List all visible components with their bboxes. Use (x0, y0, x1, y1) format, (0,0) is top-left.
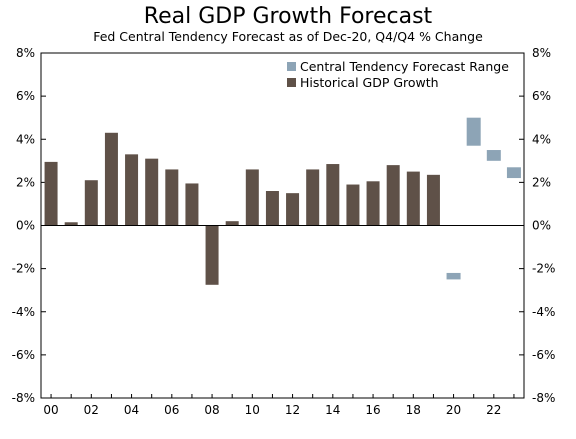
y-tick-label-right: -2% (532, 262, 555, 276)
y-tick-label-right: -8% (532, 391, 555, 405)
bar-historical (104, 132, 118, 226)
legend-label: Historical GDP Growth (300, 75, 439, 90)
bar-historical (326, 164, 340, 226)
bar-historical (286, 193, 300, 226)
bar-historical (245, 169, 259, 226)
y-tick-label-left: -2% (12, 262, 35, 276)
y-tick-label-left: 2% (16, 175, 35, 189)
bar-historical (165, 169, 179, 226)
x-tick-label: 20 (446, 403, 461, 417)
legend-label: Central Tendency Forecast Range (300, 59, 509, 74)
bar-historical (185, 183, 199, 226)
bar-historical (406, 171, 420, 226)
y-tick-label-left: -6% (12, 348, 35, 362)
y-tick-label-right: 4% (532, 132, 551, 146)
legend-swatch (287, 78, 296, 87)
y-tick-label-right: 8% (532, 46, 551, 60)
bar-historical (265, 191, 279, 226)
chart-subtitle: Fed Central Tendency Forecast as of Dec-… (93, 29, 483, 44)
bar-historical (386, 165, 400, 226)
y-tick-label-left: 0% (16, 219, 35, 233)
y-tick-label-right: -6% (532, 348, 555, 362)
x-tick-label: 10 (245, 403, 260, 417)
forecast-range-bar (466, 117, 481, 146)
bar-historical (44, 161, 58, 226)
forecast-range-bar (486, 150, 501, 161)
y-tick-label-left: -8% (12, 391, 35, 405)
forecast-range-bar (506, 167, 521, 179)
x-tick-label: 02 (84, 403, 99, 417)
legend-swatch (287, 62, 296, 71)
x-tick-label: 06 (164, 403, 179, 417)
x-tick-label: 08 (204, 403, 219, 417)
x-tick-label: 18 (406, 403, 421, 417)
forecast-range-bar (446, 272, 461, 280)
x-tick-label: 12 (285, 403, 300, 417)
y-tick-label-right: -4% (532, 305, 555, 319)
y-tick-label-right: 0% (532, 219, 551, 233)
bar-historical (225, 221, 239, 226)
bar-historical (64, 222, 78, 226)
y-tick-label-left: 4% (16, 132, 35, 146)
y-tick-label-left: 8% (16, 46, 35, 60)
bar-historical (145, 158, 159, 226)
y-tick-label-right: 2% (532, 175, 551, 189)
y-tick-label-right: 6% (532, 89, 551, 103)
x-tick-label: 04 (124, 403, 139, 417)
x-tick-label: 00 (43, 403, 58, 417)
bar-historical (346, 184, 360, 226)
y-tick-label-left: 6% (16, 89, 35, 103)
x-tick-label: 14 (325, 403, 340, 417)
chart-title: Real GDP Growth Forecast (143, 4, 433, 29)
bar-historical (205, 225, 219, 285)
x-tick-label: 16 (365, 403, 380, 417)
bar-historical (84, 180, 98, 226)
y-tick-label-left: -4% (12, 305, 35, 319)
bar-historical (366, 181, 380, 226)
x-tick-label: 22 (486, 403, 501, 417)
bar-historical (426, 174, 440, 226)
bar-historical (125, 154, 139, 226)
bar-historical (306, 169, 320, 226)
